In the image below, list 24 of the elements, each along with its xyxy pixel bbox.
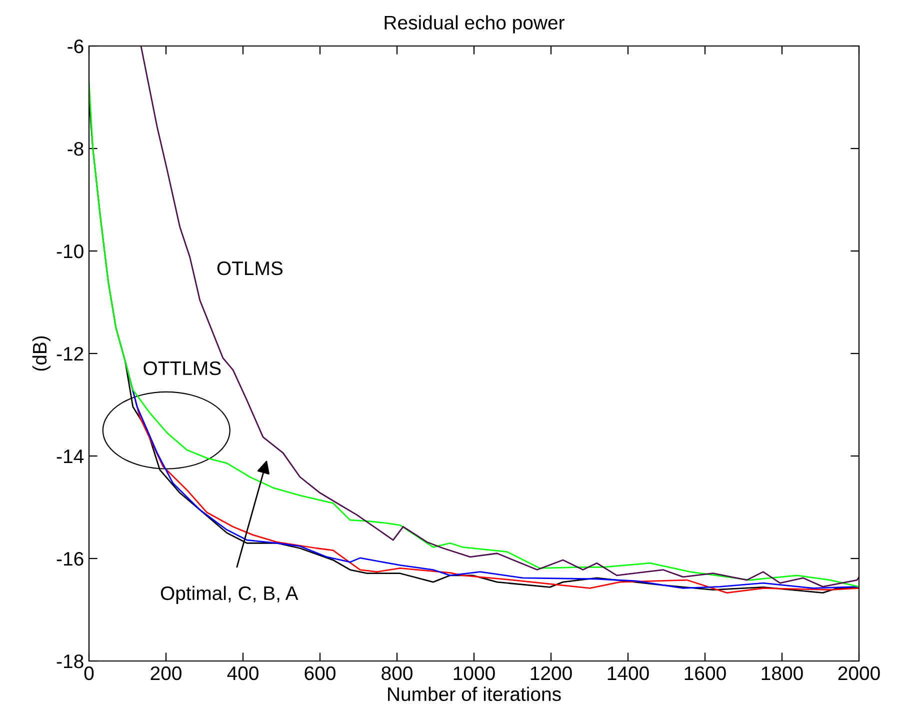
x-tick-label: 1600 (684, 666, 726, 680)
x-tick-label: 1800 (762, 666, 803, 680)
annotation: OTLMS (217, 261, 283, 276)
y-tick-label: -8 (68, 142, 84, 156)
chart-title: Residual echo power (384, 15, 564, 34)
x-tick-label: 0 (84, 666, 94, 680)
y-tick-label: -18 (56, 654, 84, 668)
x-tick-label: 400 (227, 666, 258, 680)
y-axis-title: (dB) (32, 336, 50, 371)
x-tick-label: 1200 (530, 666, 572, 680)
x-tick-label: 2000 (838, 666, 880, 680)
y-tick-label: -12 (56, 346, 84, 361)
x-tick-label: 600 (304, 666, 336, 680)
x-tick-label: 1000 (454, 666, 495, 680)
annotation: Optimal, C, B, A (160, 586, 298, 604)
x-tick-label: 200 (150, 666, 182, 680)
x-tick-label: 1400 (608, 666, 649, 680)
annotation: OTTLMS (144, 361, 221, 376)
y-tick-label: -14 (56, 450, 84, 464)
y-tick-label: -16 (56, 552, 84, 566)
y-tick-label: -6 (68, 39, 84, 54)
x-tick-label: 800 (382, 666, 412, 680)
x-axis-title: Number of iterations (388, 686, 561, 702)
y-tick-label: -10 (56, 244, 84, 258)
